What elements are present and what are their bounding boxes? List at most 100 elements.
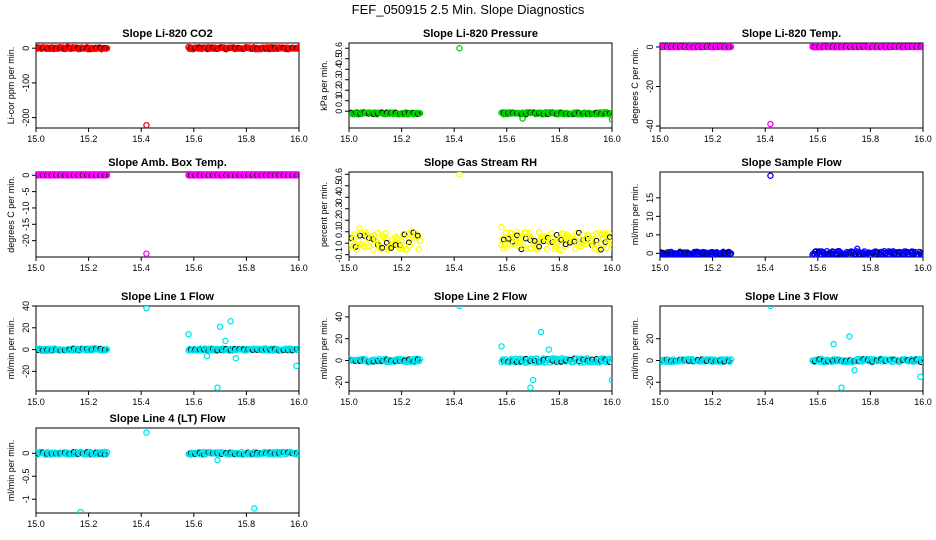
data-point bbox=[727, 250, 735, 257]
y-tick-label: 0.4 bbox=[334, 191, 344, 204]
data-point bbox=[919, 43, 923, 51]
x-tick-label: 15.4 bbox=[445, 397, 463, 407]
data-point bbox=[573, 229, 580, 237]
y-axis-label: Li-cor ppm per min. bbox=[6, 47, 16, 125]
x-tick-label: 15.6 bbox=[185, 397, 203, 407]
data-points bbox=[349, 172, 612, 254]
data-points bbox=[349, 306, 612, 391]
y-tick-label: 0 bbox=[21, 46, 31, 51]
x-tick-label: 15.6 bbox=[185, 519, 203, 529]
y-tick-label: 20 bbox=[645, 334, 655, 344]
x-tick-label: 16.0 bbox=[914, 134, 932, 144]
data-point bbox=[562, 242, 569, 249]
y-tick-label: -5 bbox=[21, 188, 31, 196]
main-title: FEF_050915 2.5 Min. Slope Diagnostics bbox=[352, 2, 585, 17]
data-points bbox=[660, 172, 923, 257]
outlier-point bbox=[251, 505, 258, 512]
plot-frame bbox=[659, 305, 924, 392]
data-point bbox=[103, 44, 111, 52]
data-point bbox=[391, 240, 398, 248]
outlier-point bbox=[519, 115, 526, 122]
chart-title: Slope Line 4 (LT) Flow bbox=[110, 413, 226, 425]
data-point bbox=[383, 235, 390, 243]
x-tick-label: 15.8 bbox=[238, 519, 256, 529]
y-tick-label: 15 bbox=[645, 193, 655, 203]
outlier-point bbox=[767, 172, 774, 179]
x-tick-label: 15.0 bbox=[340, 397, 358, 407]
chart-panel: Slope Sample Flow 15.0 15.2 15.4 15.6 15.8 16.… bbox=[630, 157, 932, 273]
y-tick-label: -20 bbox=[21, 365, 31, 378]
x-tick-label: 15.8 bbox=[238, 134, 256, 144]
data-point bbox=[608, 355, 612, 362]
outlier-point bbox=[222, 337, 229, 345]
data-point bbox=[103, 449, 111, 456]
data-point bbox=[595, 246, 602, 254]
data-point-overlay bbox=[598, 246, 604, 253]
chart-panel: Slope Amb. Box Temp. 15.0 15.2 15.4 15.6 15.8… bbox=[6, 157, 308, 273]
data-point bbox=[557, 246, 565, 254]
y-tick-label: 0.3 bbox=[334, 202, 344, 215]
data-point-overlay bbox=[558, 236, 565, 243]
y-tick-label: 0 bbox=[645, 358, 655, 363]
data-point bbox=[393, 234, 400, 242]
plot-frame bbox=[659, 42, 924, 129]
x-tick-label: 15.0 bbox=[27, 397, 45, 407]
y-tick-label: -100 bbox=[21, 74, 31, 92]
y-axis-label: kPa per min. bbox=[319, 60, 329, 111]
x-tick-label: 15.2 bbox=[393, 263, 411, 273]
y-tick-label: -0.1 bbox=[334, 247, 344, 263]
chart-title: Slope Li-820 Temp. bbox=[742, 28, 841, 40]
data-point bbox=[918, 251, 923, 257]
outlier-point bbox=[830, 340, 837, 348]
x-tick-label: 15.4 bbox=[132, 134, 150, 144]
data-point bbox=[509, 240, 516, 248]
data-point bbox=[295, 172, 299, 179]
x-tick-label: 16.0 bbox=[603, 397, 621, 407]
x-tick-label: 15.2 bbox=[704, 263, 722, 273]
outlier-point bbox=[356, 225, 363, 232]
data-point bbox=[416, 356, 424, 363]
chart-panel: Slope Gas Stream RH 15.0 15.2 15.4 15.6 15.8 1… bbox=[319, 157, 621, 273]
y-tick-label: 0.6 bbox=[334, 42, 344, 55]
y-axis-label: ml/min per min. bbox=[630, 318, 640, 380]
y-tick-label: 0.5 bbox=[334, 180, 344, 193]
y-tick-label: -10 bbox=[21, 201, 31, 214]
x-tick-label: 15.2 bbox=[80, 397, 98, 407]
y-tick-label: 0 bbox=[334, 358, 344, 363]
y-tick-label: 0.6 bbox=[334, 168, 344, 181]
chart-panel: Slope Line 2 Flow 15.0 15.2 15.4 15.6 15.8 16.… bbox=[319, 291, 621, 407]
outlier-point bbox=[214, 384, 221, 391]
outlier-point bbox=[498, 223, 505, 231]
data-point bbox=[560, 231, 567, 238]
y-tick-label: 0.1 bbox=[334, 94, 344, 107]
plot-frame bbox=[348, 305, 613, 392]
chart-panel: Slope Li-820 Temp. 15.0 15.2 15.4 15.6 15.8 16… bbox=[630, 28, 932, 144]
data-point bbox=[374, 229, 382, 237]
plot-frame bbox=[35, 171, 300, 258]
x-tick-label: 16.0 bbox=[290, 519, 308, 529]
outlier-point bbox=[767, 306, 774, 310]
chart-title: Slope Amb. Box Temp. bbox=[108, 157, 227, 169]
y-tick-label: 20 bbox=[21, 323, 31, 333]
data-point-overlay bbox=[401, 231, 408, 238]
outlier-point bbox=[77, 508, 84, 513]
outlier-point bbox=[185, 331, 192, 338]
x-tick-label: 15.6 bbox=[809, 263, 827, 273]
y-tick-label: -20 bbox=[645, 80, 655, 93]
data-point-overlay bbox=[575, 229, 582, 236]
y-tick-label: -200 bbox=[21, 109, 31, 127]
x-tick-label: 15.6 bbox=[185, 134, 203, 144]
y-axis-label: percent per min. bbox=[319, 182, 329, 247]
x-tick-label: 15.8 bbox=[862, 134, 880, 144]
chart-title: Slope Line 2 Flow bbox=[434, 291, 527, 303]
y-tick-label: -20 bbox=[21, 234, 31, 247]
x-tick-label: 15.8 bbox=[551, 263, 569, 273]
outlier-point bbox=[529, 376, 537, 384]
chart-panel: Slope Line 3 Flow 15.0 15.2 15.4 15.6 15.8 16.… bbox=[630, 291, 932, 407]
chart-title: Slope Li-820 CO2 bbox=[122, 28, 212, 40]
y-tick-label: 0 bbox=[21, 173, 31, 178]
data-point bbox=[40, 347, 48, 354]
plot-frame bbox=[35, 427, 300, 514]
x-tick-label: 15.6 bbox=[498, 134, 516, 144]
data-points bbox=[36, 429, 299, 513]
